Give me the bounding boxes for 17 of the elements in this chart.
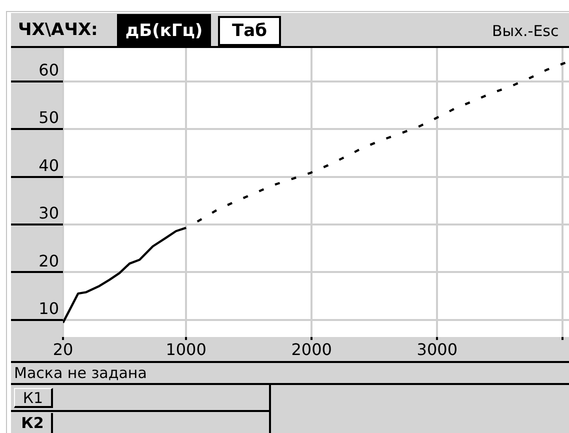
units-tab: дБ(кГц) [117,14,211,47]
y-tick-label: 60 [38,60,59,80]
y-tick-label: 10 [38,298,59,318]
text: Вых.-Esc [492,22,559,40]
x-tick-label: 3000 [416,340,458,359]
text: Маска не задана [14,364,147,382]
channel-button: К2 [14,413,53,433]
y-tick-label: 30 [38,204,59,223]
channel-button: К1 [14,388,53,408]
x-tick-label: 2000 [291,340,332,359]
y-tick-label: 40 [38,156,59,175]
chart-title: ЧХ\АЧХ: [18,20,98,40]
x-tick-label: 20 [52,340,74,359]
y-tick-label: 20 [38,251,59,270]
x-tick-label: 1000 [166,340,206,359]
y-tick-label: 50 [38,108,59,128]
table-tab: Таб [218,16,281,46]
